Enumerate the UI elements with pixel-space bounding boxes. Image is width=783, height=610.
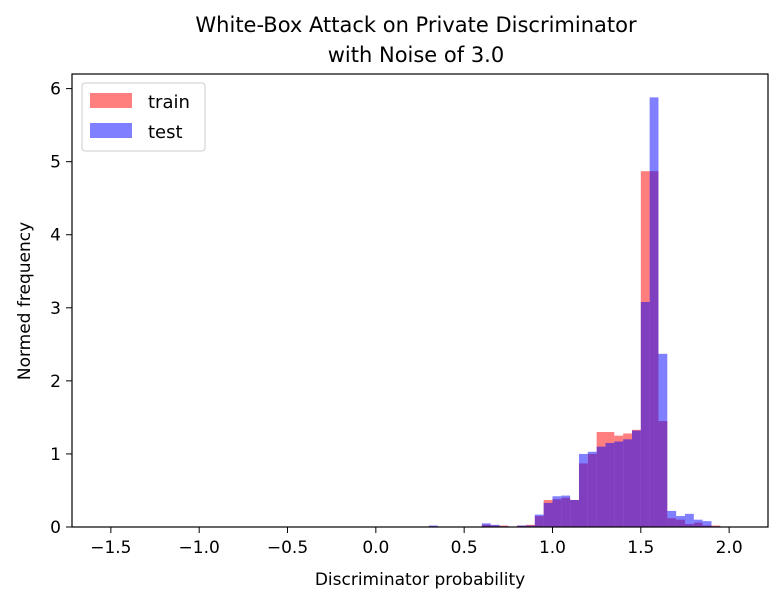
y-tick-label: 6 (50, 80, 61, 100)
histogram-bar-test (428, 525, 438, 527)
legend: train test (81, 82, 206, 152)
histogram-bar-test (481, 523, 491, 527)
histogram-bar-test (614, 441, 624, 527)
y-axis-label: Normed frequency (15, 222, 35, 380)
histogram-bar-test (605, 442, 615, 527)
histogram-bar-test (578, 453, 588, 527)
legend-label-test: test (148, 122, 183, 143)
histogram-bar-test (649, 97, 659, 527)
histogram-bar-test (543, 502, 553, 527)
y-tick-label: 4 (50, 226, 61, 246)
x-tick-label: 2.0 (716, 538, 743, 558)
legend-swatch-train (90, 93, 132, 108)
x-axis-label: Discriminator probability (315, 570, 525, 590)
chart-title-line-1: White-Box Attack on Private Discriminato… (195, 13, 637, 37)
histogram-bar-test (561, 495, 571, 527)
y-tick-label: 5 (50, 153, 61, 173)
plot-frame (71, 73, 769, 528)
x-axis-ticks: −1.5 −1.0 −0.5 0.0 0.5 1.0 1.5 2.0 (90, 527, 743, 558)
y-tick-label: 3 (50, 299, 61, 319)
legend-label-train: train (148, 92, 190, 113)
y-tick-label: 2 (50, 372, 61, 392)
y-tick-label: 0 (50, 518, 61, 538)
histogram-bars (428, 97, 721, 527)
histogram-bar-test (490, 524, 500, 527)
legend-swatch-test (90, 123, 132, 138)
histogram-bar-test (702, 521, 712, 527)
x-tick-label: −1.0 (179, 538, 220, 558)
histogram-bar-test (552, 496, 562, 527)
histogram-bar-test (570, 499, 579, 527)
chart-title-line-2: with Noise of 3.0 (328, 43, 504, 67)
x-tick-label: −1.5 (90, 538, 131, 558)
x-tick-label: 0.5 (451, 538, 478, 558)
histogram-bar-test (596, 446, 606, 527)
histogram-bar-test (517, 525, 526, 527)
x-tick-label: −0.5 (267, 538, 308, 558)
histogram-bar-test (587, 451, 597, 527)
histogram-bar-test (676, 516, 685, 527)
histogram-bar-test (534, 514, 544, 527)
histogram-bar-test (640, 301, 650, 527)
x-tick-label: 1.5 (627, 538, 654, 558)
y-axis-ticks: 0 1 2 3 4 5 6 (50, 80, 72, 538)
histogram-bar-test (631, 430, 641, 527)
histogram-bar-test (658, 353, 668, 527)
histogram-bar-test (693, 519, 703, 527)
y-tick-label: 1 (50, 445, 61, 465)
x-tick-label: 1.0 (539, 538, 566, 558)
histogram-bar-test (684, 513, 694, 527)
histogram-bar-test (525, 525, 535, 527)
histogram-bar-test (623, 439, 632, 527)
x-tick-label: 0.0 (362, 538, 389, 558)
histogram-bar-test (667, 510, 677, 527)
